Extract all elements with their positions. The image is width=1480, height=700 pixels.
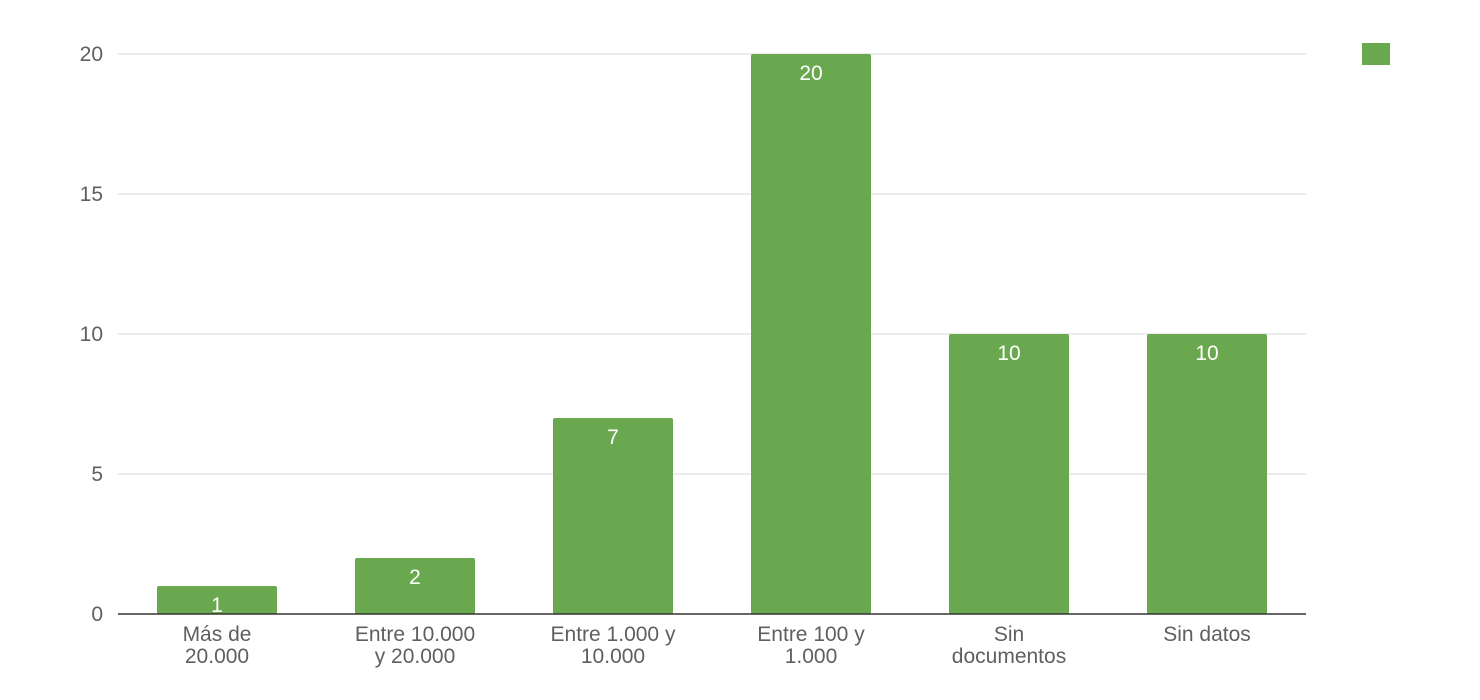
bar-value-label: 1 bbox=[211, 594, 223, 617]
bar-3 bbox=[751, 54, 871, 614]
bar-2 bbox=[553, 418, 673, 614]
bar-5 bbox=[1147, 334, 1267, 614]
bars bbox=[157, 54, 1267, 614]
bar-1 bbox=[355, 558, 475, 614]
x-axis-ticks: Más de 20.000 Entre 10.000 y 20.000 Entre 1.… bbox=[183, 623, 1251, 668]
y-tick-label: 15 bbox=[80, 183, 103, 206]
legend-swatch bbox=[1362, 43, 1390, 65]
y-tick-label: 20 bbox=[80, 43, 103, 66]
x-tick-label: Más de 20.000 bbox=[183, 623, 252, 668]
x-tick-label: Entre 100 y 1.000 bbox=[757, 623, 865, 668]
y-axis-ticks: 0 5 10 15 20 bbox=[80, 43, 103, 626]
bar-4 bbox=[949, 334, 1069, 614]
y-tick-label: 0 bbox=[91, 603, 103, 626]
x-tick-label: Entre 10.000 y 20.000 bbox=[355, 623, 475, 668]
bar-value-label: 10 bbox=[997, 342, 1020, 365]
bar-value-label: 2 bbox=[409, 566, 421, 589]
bar-value-label: 20 bbox=[799, 62, 822, 85]
x-tick-label: Entre 1.000 y 10.000 bbox=[551, 623, 676, 668]
bar-0 bbox=[157, 586, 277, 614]
x-tick-label: Sin datos bbox=[1163, 623, 1251, 646]
bar-value-label: 7 bbox=[607, 426, 619, 449]
bar-value-label: 10 bbox=[1195, 342, 1218, 365]
gridlines bbox=[118, 53, 1306, 475]
y-tick-label: 5 bbox=[91, 463, 103, 486]
y-tick-label: 10 bbox=[80, 323, 103, 346]
data-labels: 1 2 7 20 10 10 bbox=[211, 62, 1219, 617]
x-tick-label: Sin documentos bbox=[952, 623, 1066, 668]
